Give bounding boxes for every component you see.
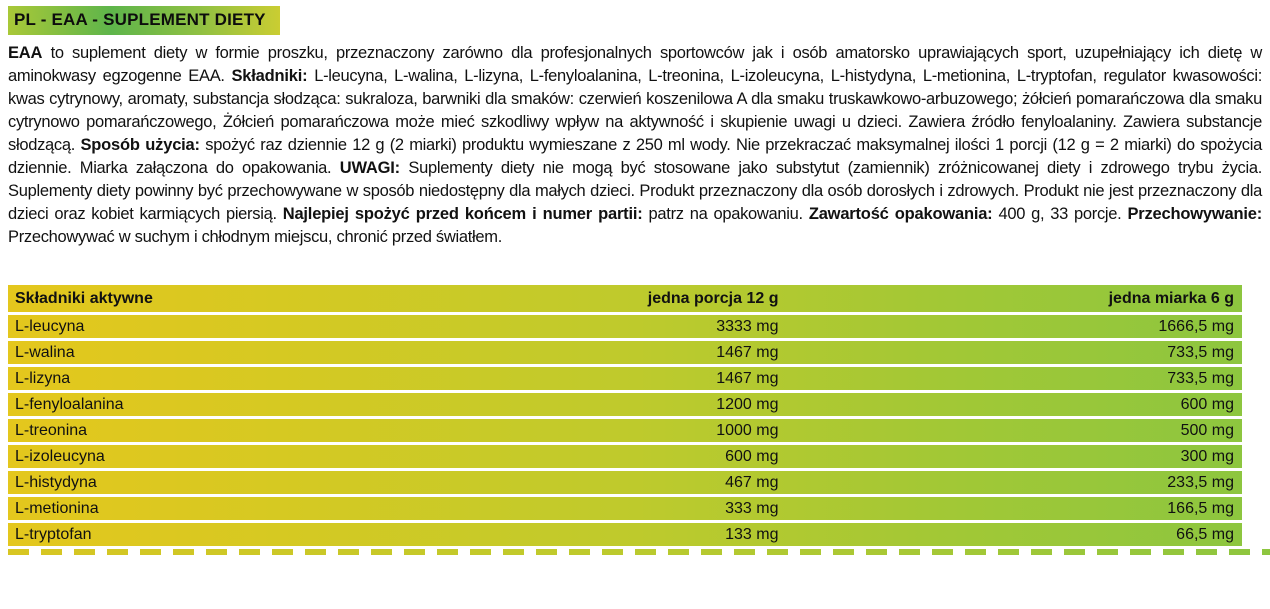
portion-value-cell: 1000 mg (716, 421, 779, 439)
ingredient-name-cell: L-walina (15, 343, 75, 361)
portion-value-cell: 467 mg (725, 473, 779, 491)
active-ingredients-table: Składniki aktywne jedna porcja 12 g jedn… (8, 285, 1242, 546)
scoop-value-cell: 166,5 mg (1167, 499, 1234, 517)
scoop-value-cell: 733,5 mg (1167, 369, 1234, 387)
ingredient-name-cell: L-metionina (15, 499, 99, 517)
scoop-value-cell: 500 mg (1180, 421, 1234, 439)
table-row: L-walina 1467 mg 733,5 mg (8, 341, 1242, 364)
table-row: L-treonina 1000 mg 500 mg (8, 419, 1242, 442)
ingredient-name-cell: L-treonina (15, 421, 88, 439)
table-row: L-izoleucyna 600 mg 300 mg (8, 445, 1242, 468)
table-header-row: Składniki aktywne jedna porcja 12 g jedn… (8, 285, 1242, 312)
portion-value-cell: 600 mg (725, 447, 779, 465)
portion-value-cell: 133 mg (725, 525, 779, 543)
scoop-value-cell: 733,5 mg (1167, 343, 1234, 361)
column-header-ingredient: Składniki aktywne (15, 289, 153, 307)
portion-value-cell: 3333 mg (716, 317, 779, 335)
table-row: L-fenyloalanina 1200 mg 600 mg (8, 393, 1242, 416)
ingredient-name-cell: L-fenyloalanina (15, 395, 124, 413)
scoop-value-cell: 66,5 mg (1176, 525, 1234, 543)
ingredient-name-cell: L-histydyna (15, 473, 97, 491)
portion-value-cell: 1467 mg (716, 369, 779, 387)
scoop-value-cell: 300 mg (1180, 447, 1234, 465)
portion-value-cell: 1200 mg (716, 395, 779, 413)
ingredient-name-cell: L-tryptofan (15, 525, 92, 543)
scoop-value-cell: 1666,5 mg (1158, 317, 1234, 335)
column-header-portion: jedna porcja 12 g (647, 289, 779, 307)
portion-value-cell: 1467 mg (716, 343, 779, 361)
ingredient-name-cell: L-leucyna (15, 317, 85, 335)
page-title: PL - EAA - SUPLEMENT DIETY (8, 6, 280, 35)
ingredient-name-cell: L-izoleucyna (15, 447, 105, 465)
table-row: L-leucyna 3333 mg 1666,5 mg (8, 315, 1242, 338)
ingredient-name-cell: L-lizyna (15, 369, 71, 387)
table-row: L-histydyna 467 mg 233,5 mg (8, 471, 1242, 494)
product-description: EAA to suplement diety w formie proszku,… (8, 44, 1262, 246)
column-header-scoop: jedna miarka 6 g (1108, 289, 1234, 307)
scoop-value-cell: 233,5 mg (1167, 473, 1234, 491)
scoop-value-cell: 600 mg (1180, 395, 1234, 413)
table-body: L-leucyna 3333 mg 1666,5 mg L-walina 146… (8, 315, 1242, 546)
table-row: L-lizyna 1467 mg 733,5 mg (8, 367, 1242, 390)
table-row: L-tryptofan 133 mg 66,5 mg (8, 523, 1242, 546)
table-row: L-metionina 333 mg 166,5 mg (8, 497, 1242, 520)
portion-value-cell: 333 mg (725, 499, 779, 517)
dashed-divider (8, 549, 1270, 555)
